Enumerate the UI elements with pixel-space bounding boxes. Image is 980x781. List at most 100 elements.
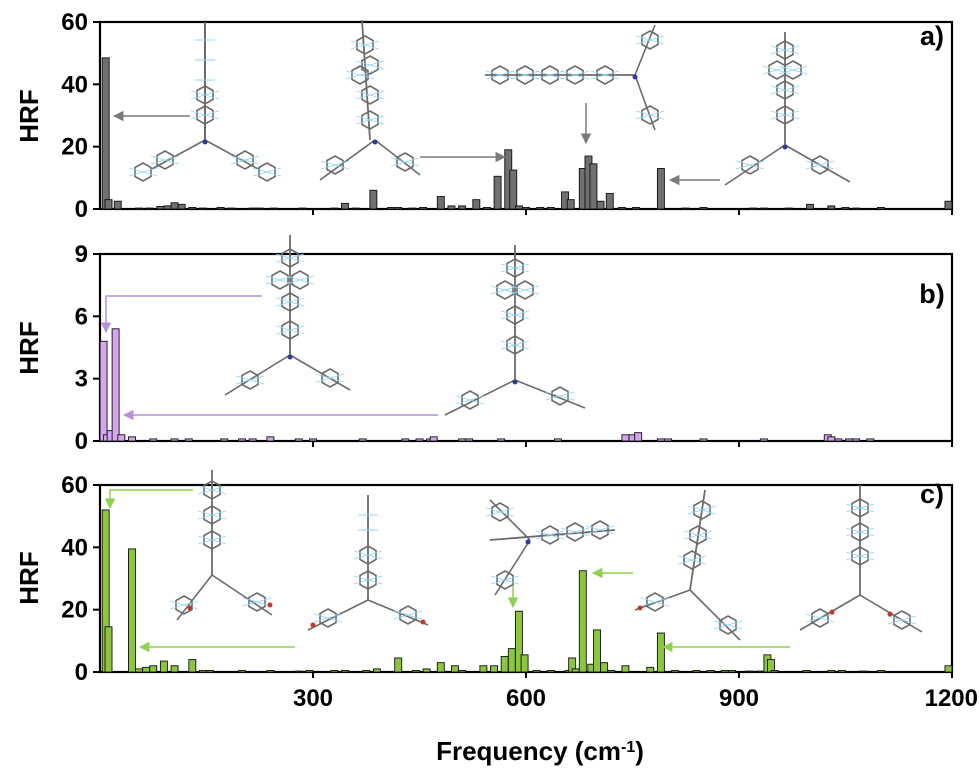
bar [621,434,630,442]
bar [692,669,701,673]
y-tick-label: 60 [61,472,88,499]
bar [522,206,530,210]
molecule-structure-c5 [799,485,923,633]
bar [156,206,165,210]
panel-a-bars [101,57,953,210]
y-tick-label: 9 [75,241,88,268]
bar [170,665,179,673]
arrow-b-1 [100,295,262,334]
bar [341,669,349,673]
bar [184,438,193,442]
bar [99,340,108,442]
bar [101,57,110,210]
panel-c-yticks: 0 20 40 60 [61,472,953,686]
bar [589,163,598,210]
bar [238,669,246,673]
bar [806,203,814,210]
bar [500,655,509,673]
panel-c-ylabel: HRF [14,551,44,604]
y-tick-label: 0 [75,428,88,455]
panel-c-tag: c) [920,479,944,509]
bar [394,206,403,210]
panel-a: 0 20 40 60 HRF a) [14,9,954,223]
bar [656,632,665,673]
bar [436,662,445,673]
bar [451,665,459,673]
bar [646,666,655,673]
bar [408,207,417,210]
bar [852,207,861,210]
x-tick-label: 900 [719,685,759,712]
bar [600,662,609,673]
molecule-structure-c1 [169,470,273,621]
molecule-structures [128,19,923,641]
bar [142,666,151,673]
panel-c-frame [98,483,954,674]
bar [104,199,113,210]
bar [255,207,264,210]
bar [159,660,168,673]
bar [749,207,758,210]
bar [458,438,467,442]
bar [472,199,481,210]
bar [198,207,207,210]
arrow-c-1 [104,489,193,510]
bar [479,665,488,673]
bar [699,206,708,210]
bar [554,438,562,442]
bar [520,654,529,673]
bar [127,436,136,442]
bar [944,200,953,210]
bar [838,669,846,673]
bar [298,207,307,210]
bar [877,669,885,673]
bar [944,665,953,673]
bar [483,206,491,210]
bar [351,207,360,210]
bar [827,669,836,673]
bar [536,206,545,210]
panel-b: 0 3 6 9 HRF b) [14,241,954,455]
bar [720,669,729,673]
bar [362,669,371,673]
bar [198,669,207,673]
bar [671,669,680,673]
bar [566,199,575,210]
bar [149,438,158,442]
bar [571,668,580,673]
bar [145,207,154,210]
bar [358,438,367,442]
bar [341,202,349,210]
bar [866,438,875,442]
molecule-structure-c4 [634,489,743,641]
bar [497,438,506,442]
molecule-structure-a1 [128,22,282,182]
bar [248,207,257,210]
bar [227,207,236,210]
molecule-structure-a4 [724,32,851,186]
bar [656,438,665,442]
bar [113,200,122,210]
bar [104,626,113,673]
bar [493,175,502,210]
bar [394,657,403,673]
panel-a-tag: a) [920,21,944,51]
panel-c-bars [101,509,953,673]
bar [834,438,843,442]
x-tick-label: 1200 [925,685,978,712]
bar [163,205,172,210]
bar [827,205,836,210]
bar [607,669,616,673]
bar [294,670,303,673]
bar [605,192,614,210]
bar [699,438,708,442]
panel-b-yticks: 0 3 6 9 [75,241,953,455]
bar [458,205,467,210]
bar [412,669,420,673]
bar [294,438,303,442]
bar [656,168,665,210]
bar [706,669,715,673]
bar [170,202,179,210]
bar [681,207,690,210]
